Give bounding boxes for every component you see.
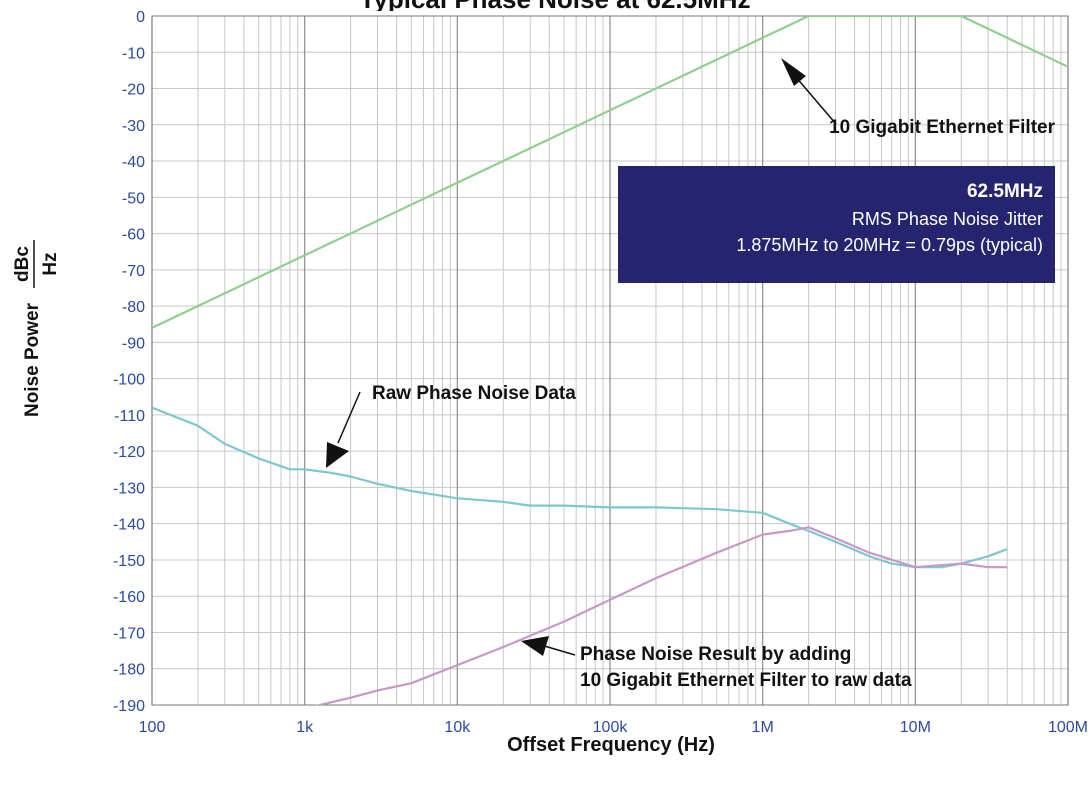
y-tick-label: -30 bbox=[122, 118, 145, 135]
y-tick-label: -140 bbox=[113, 517, 145, 534]
annotation-raw-label: Raw Phase Noise Data bbox=[372, 383, 576, 404]
y-tick-label: -100 bbox=[113, 372, 145, 389]
x-tick-label: 100k bbox=[593, 719, 629, 736]
y-axis-unit-numerator: dBc bbox=[12, 246, 33, 282]
y-tick-label: -90 bbox=[122, 335, 145, 352]
y-tick-label: -160 bbox=[113, 589, 145, 606]
series-line-1 bbox=[152, 16, 1068, 329]
y-axis-unit-denominator: Hz bbox=[40, 252, 61, 275]
info-box-line-1: RMS Phase Noise Jitter bbox=[851, 209, 1043, 229]
y-tick-label: -130 bbox=[113, 480, 145, 497]
series-layer bbox=[152, 16, 1068, 705]
annotation-raw-arrowhead bbox=[326, 442, 349, 468]
x-axis-title: Offset Frequency (Hz) bbox=[507, 734, 715, 756]
y-tick-label: -50 bbox=[122, 190, 145, 207]
y-axis-title: Noise Power dBc Hz bbox=[12, 240, 61, 417]
x-tick-label: 100 bbox=[139, 719, 166, 736]
chart-title: Typical Phase Noise at 62.5MHz bbox=[359, 0, 750, 14]
info-box-title: 62.5MHz bbox=[966, 181, 1043, 202]
annotation-filter-arrow-line bbox=[794, 75, 837, 125]
annotation-result-label-line1: Phase Noise Result by adding bbox=[580, 644, 851, 665]
x-tick-label: 1M bbox=[752, 719, 774, 736]
y-tick-label: -120 bbox=[113, 444, 145, 461]
y-tick-label: -10 bbox=[122, 45, 145, 62]
x-tick-label: 1k bbox=[296, 719, 314, 736]
y-tick-label: 0 bbox=[136, 9, 145, 26]
y-tick-label: -20 bbox=[122, 82, 145, 99]
y-tick-label: -60 bbox=[122, 227, 145, 244]
y-tick-label: -150 bbox=[113, 553, 145, 570]
plot-frame bbox=[151, 15, 1069, 706]
y-tick-label: -190 bbox=[113, 698, 145, 715]
x-tick-label: 10M bbox=[900, 719, 931, 736]
y-tick-label: -180 bbox=[113, 662, 145, 679]
y-tick-label: -40 bbox=[122, 154, 145, 171]
annotation-result-arrow-line bbox=[540, 644, 576, 656]
jitter-info-box: 62.5MHz RMS Phase Noise Jitter 1.875MHz … bbox=[618, 166, 1055, 283]
x-tick-label: 10k bbox=[444, 719, 471, 736]
y-axis-title-prefix: Noise Power bbox=[22, 302, 43, 417]
annotation-result-arrowhead bbox=[521, 636, 549, 656]
info-box-line-2: 1.875MHz to 20MHz = 0.79ps (typical) bbox=[736, 235, 1043, 255]
series-line-3 bbox=[315, 526, 1008, 705]
annotation-filter-arrowhead bbox=[781, 58, 806, 86]
tick-labels: 0 -10 -20 -30 -40 -50 -60 -70 -80 -90 -100 -110 -120… bbox=[113, 9, 1088, 736]
x-tick-label: 100M bbox=[1048, 719, 1088, 736]
y-tick-label: -80 bbox=[122, 299, 145, 316]
y-tick-label: -110 bbox=[114, 408, 145, 425]
y-tick-label: -70 bbox=[122, 263, 145, 280]
annotation-filter-label: 10 Gigabit Ethernet Filter bbox=[829, 117, 1056, 138]
annotation-raw-arrow-line bbox=[337, 391, 361, 444]
y-tick-label: -170 bbox=[113, 625, 145, 642]
annotation-result-label-line2: 10 Gigabit Ethernet Filter to raw data bbox=[580, 670, 912, 691]
series-line-2 bbox=[152, 406, 1008, 569]
